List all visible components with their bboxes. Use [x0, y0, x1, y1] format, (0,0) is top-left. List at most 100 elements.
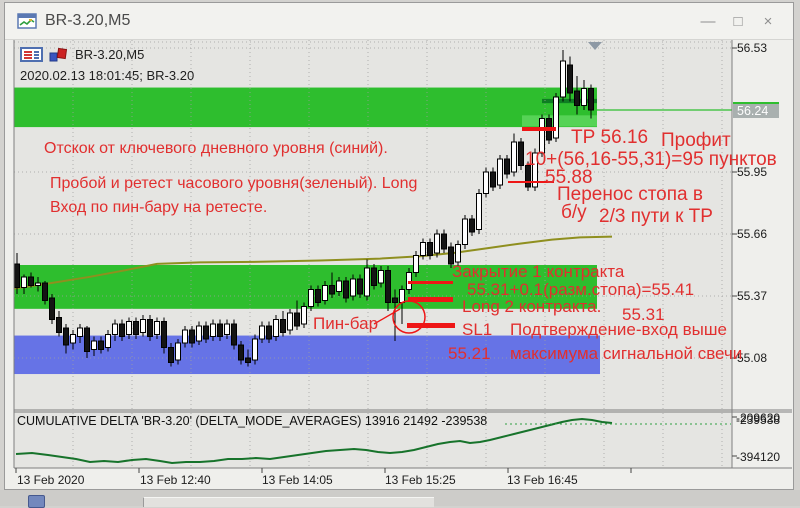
- bear-candle: [203, 325, 209, 340]
- bull-candle: [336, 280, 342, 293]
- moving-average-line: [13, 235, 613, 290]
- bear-candle: [189, 329, 195, 344]
- bull-candle: [35, 282, 41, 286]
- long2-line: [408, 297, 453, 302]
- bull-candle: [560, 60, 566, 98]
- window-titlebar[interactable]: BR-3.20,M5 — □ ×: [5, 3, 793, 40]
- bear-candle: [84, 327, 90, 353]
- volume-chart-icon: [49, 47, 68, 62]
- bull-candle: [462, 218, 468, 246]
- retest-stripe: [522, 115, 597, 127]
- bull-candle: [476, 192, 482, 231]
- bear-candle: [329, 284, 335, 295]
- hourly-level-zone-green: [14, 265, 597, 309]
- bear-candle: [42, 282, 48, 301]
- bear-candle: [245, 357, 251, 363]
- bull-candle: [497, 158, 503, 186]
- tp-line: [522, 127, 556, 131]
- data-table-icon: [20, 47, 43, 62]
- bull-candle: [287, 312, 293, 331]
- window-title: BR-3.20,M5: [45, 12, 131, 29]
- bear-candle: [168, 346, 174, 363]
- bull-candle: [21, 276, 27, 288]
- bear-candle: [161, 321, 167, 348]
- bull-candle: [539, 118, 545, 154]
- bear-candle: [315, 289, 321, 303]
- bear-candle: [504, 158, 510, 175]
- bear-candle: [294, 312, 300, 327]
- bear-candle: [567, 64, 573, 94]
- bear-candle: [280, 319, 286, 333]
- bull-candle: [91, 340, 97, 350]
- bull-candle: [77, 327, 83, 338]
- bear-candle: [588, 88, 594, 111]
- bull-candle: [224, 323, 230, 335]
- bull-candle: [252, 338, 258, 361]
- bull-candle: [483, 171, 489, 194]
- bear-candle: [518, 141, 524, 167]
- bull-candle: [399, 289, 405, 303]
- bull-candle: [210, 323, 216, 338]
- cumulative-delta-line: [15, 417, 613, 465]
- bull-candle: [581, 88, 587, 107]
- bear-candle: [217, 323, 223, 338]
- bear-candle: [525, 165, 531, 188]
- maximize-button[interactable]: □: [733, 12, 743, 30]
- bull-candle: [350, 278, 356, 297]
- bull-candle: [322, 284, 328, 301]
- bear-candle: [385, 269, 391, 303]
- bull-candle: [434, 233, 440, 254]
- bear-candle: [231, 323, 237, 346]
- bull-candle: [182, 329, 188, 344]
- chart-status-line: 2020.02.13 18:01:45; BR-3.20: [20, 68, 195, 83]
- bull-candle: [70, 333, 76, 344]
- bull-candle: [532, 152, 538, 188]
- bull-candle: [364, 267, 370, 297]
- bear-candle: [147, 319, 153, 338]
- be-55-88-line: [508, 181, 554, 183]
- bull-candle: [378, 269, 384, 284]
- bear-candle: [133, 321, 139, 335]
- bear-candle: [357, 278, 363, 295]
- bull-candle: [553, 96, 559, 139]
- bull-candle: [196, 325, 202, 342]
- bull-candle: [175, 342, 181, 361]
- bull-candle: [308, 289, 314, 308]
- bull-candle: [154, 321, 160, 335]
- bull-candle: [420, 242, 426, 256]
- bull-candle: [301, 306, 307, 325]
- bull-candle: [259, 325, 265, 340]
- bear-candle: [14, 263, 20, 288]
- bear-candle: [98, 340, 104, 350]
- bear-candle: [392, 297, 398, 303]
- bear-candle: [448, 246, 454, 265]
- bear-candle: [28, 276, 34, 286]
- chart-symbol-label: BR-3.20,M5: [75, 47, 145, 62]
- bull-candle: [140, 319, 146, 333]
- bear-candle: [469, 218, 475, 233]
- bear-candle: [63, 327, 69, 346]
- bear-candle: [574, 90, 580, 107]
- current-price-tag: 56.24: [733, 102, 779, 118]
- window-controls: — □ ×: [693, 8, 783, 34]
- bear-candle: [427, 242, 433, 256]
- bull-candle: [105, 333, 111, 348]
- bull-candle: [112, 323, 118, 335]
- bear-candle: [490, 171, 496, 188]
- last-bar-arrow-icon: [588, 42, 602, 50]
- pin-bar-circle: [392, 300, 426, 334]
- bear-candle: [49, 297, 55, 321]
- chart-window-icon: [17, 13, 37, 29]
- bull-candle: [511, 141, 517, 173]
- background-panel-edge: [143, 497, 434, 507]
- close-button[interactable]: ×: [763, 12, 773, 30]
- daily-level-zone-blue: [14, 335, 600, 375]
- chart-corner-info: BR-3.20,M5: [20, 47, 144, 62]
- bear-candle: [238, 344, 244, 361]
- upper-green-zone: [14, 87, 597, 128]
- bear-candle: [441, 233, 447, 250]
- minimize-button[interactable]: —: [700, 12, 716, 30]
- bull-candle: [413, 254, 419, 273]
- sl1-line: [407, 323, 455, 328]
